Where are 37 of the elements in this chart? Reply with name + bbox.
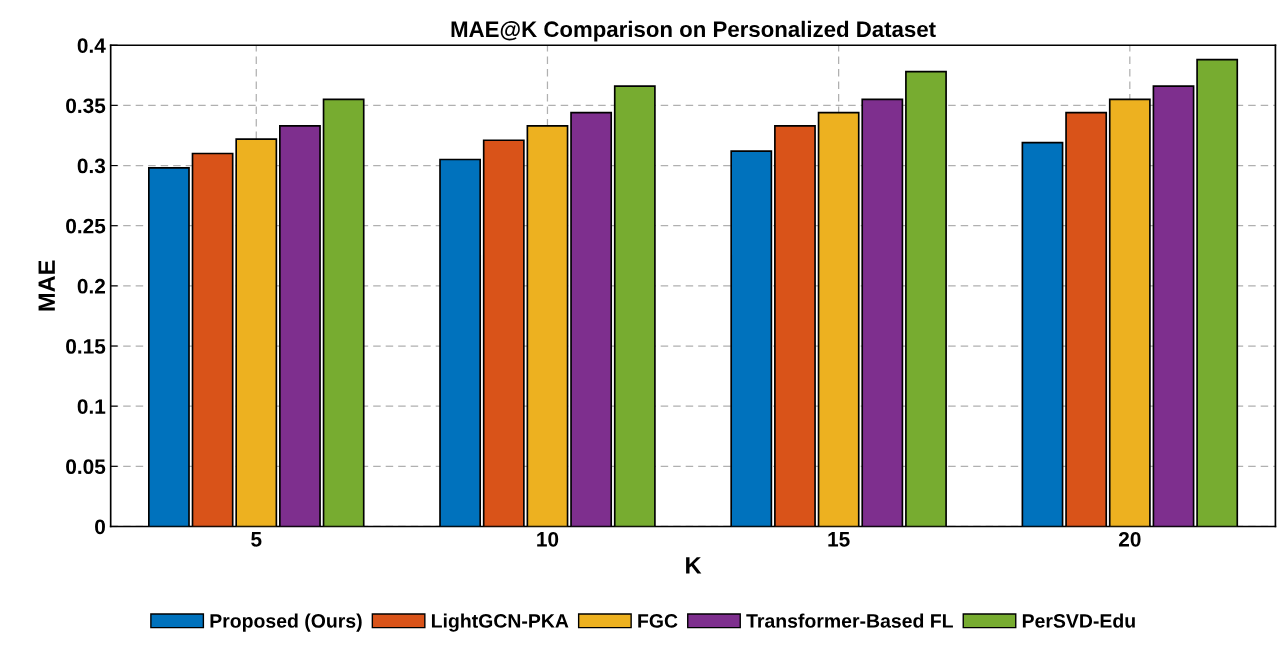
bar — [1108, 98, 1151, 527]
bar — [1021, 141, 1064, 527]
bar — [279, 124, 321, 527]
bar — [730, 150, 773, 527]
bar — [613, 85, 656, 527]
bar — [526, 124, 569, 527]
y-tick-label: 0.25 — [66, 218, 106, 234]
legend-label: Proposed (Ours) — [210, 613, 362, 632]
x-tick-label: 20 — [1118, 531, 1141, 547]
y-tick-label: 0.2 — [77, 278, 105, 294]
bar — [905, 70, 947, 527]
bar — [1152, 85, 1195, 527]
chart-title: MAE@K Comparison on Personalized Dataset — [451, 20, 936, 42]
bar — [439, 158, 482, 527]
y-tick-label: 0.05 — [66, 459, 106, 475]
legend-label: Transformer-Based FL — [746, 613, 953, 628]
y-tick-label: 0.15 — [66, 339, 106, 354]
bar — [1065, 111, 1108, 527]
legend-label: FGC — [638, 614, 678, 628]
y-tick-label: 0.1 — [77, 399, 106, 414]
y-tick-label: 0.35 — [66, 98, 106, 114]
legend-label: LightGCN-PKA — [431, 613, 569, 632]
y-tick-label: 0 — [95, 519, 105, 535]
x-axis-title: K — [686, 557, 702, 574]
y-axis-title: MAE — [38, 260, 55, 311]
x-tick-label: 5 — [251, 532, 262, 547]
x-tick-label: 15 — [828, 532, 850, 547]
y-tick-label: 0.4 — [77, 38, 106, 53]
bar — [482, 139, 525, 527]
bar — [570, 111, 613, 527]
x-tick-label: 10 — [537, 531, 559, 547]
bar — [322, 98, 365, 527]
bar — [774, 124, 816, 527]
bar — [1196, 58, 1239, 527]
bar — [147, 167, 190, 527]
legend-label: PerSVD-Edu — [1022, 613, 1135, 628]
y-tick-label: 0.3 — [77, 158, 106, 174]
